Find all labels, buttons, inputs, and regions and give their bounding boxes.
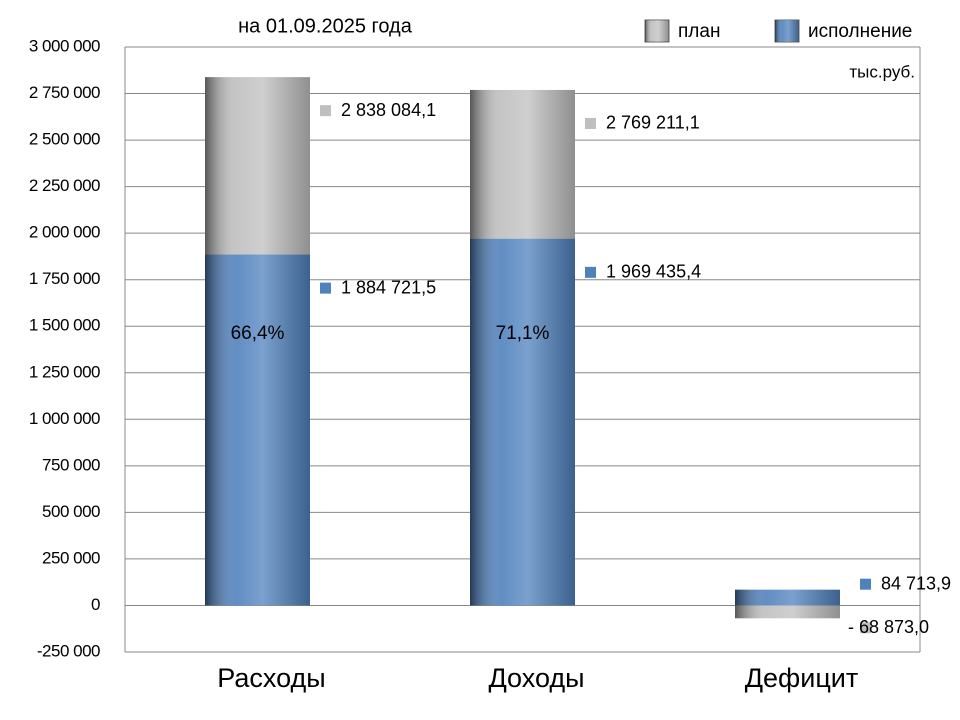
- y-tick-label: 2 750 000: [29, 83, 100, 102]
- y-tick-label: 3 000 000: [29, 36, 100, 55]
- value-label-marker: [860, 622, 871, 634]
- x-tick-label: Дефицит: [745, 663, 859, 693]
- value-label-marker: [860, 578, 871, 590]
- y-tick-label: 1 750 000: [29, 269, 100, 288]
- bar-shading: [735, 605, 840, 619]
- value-label-marker: [585, 117, 596, 129]
- y-tick-label: -250 000: [37, 641, 100, 660]
- bar-shading: [735, 589, 840, 606]
- legend-label: план: [678, 21, 720, 42]
- chart-title: на 01.09.2025 года: [238, 15, 413, 37]
- y-tick-label: 2 250 000: [29, 176, 100, 195]
- value-label: 1 969 435,4: [606, 262, 701, 282]
- bar-label: 66,4%: [231, 323, 285, 344]
- value-label: 84 713,9: [881, 573, 951, 593]
- value-label: 1 884 721,5: [341, 277, 436, 297]
- y-tick-label: 0: [91, 595, 100, 614]
- value-label: - 68 873,0: [848, 617, 929, 637]
- y-tick-label: 500 000: [42, 502, 100, 521]
- value-label-marker: [585, 266, 596, 278]
- value-label-marker: [320, 282, 331, 294]
- y-tick-label: 2 500 000: [29, 130, 100, 149]
- y-tick-label: 2 000 000: [29, 223, 100, 242]
- x-tick-label: Расходы: [217, 663, 325, 693]
- bar-label: 71,1%: [496, 323, 550, 344]
- y-tick-label: 250 000: [42, 548, 100, 567]
- x-tick-label: Доходы: [488, 663, 584, 693]
- legend-swatch-shade: [645, 20, 669, 42]
- bar-shading: [205, 254, 310, 606]
- y-tick-label: 1 250 000: [29, 362, 100, 381]
- y-tick-label: 1 500 000: [29, 316, 100, 335]
- value-label: 2 838 084,1: [341, 100, 436, 120]
- value-label: 2 769 211,1: [606, 113, 700, 133]
- value-label-marker: [320, 105, 331, 117]
- y-tick-label: 750 000: [42, 455, 100, 474]
- bar-shading: [470, 238, 575, 606]
- y-tick-label: 1 000 000: [29, 409, 100, 428]
- legend-label: исполнение: [808, 21, 912, 42]
- unit-label: тыс.руб.: [849, 62, 915, 81]
- legend-swatch-shade: [775, 20, 799, 42]
